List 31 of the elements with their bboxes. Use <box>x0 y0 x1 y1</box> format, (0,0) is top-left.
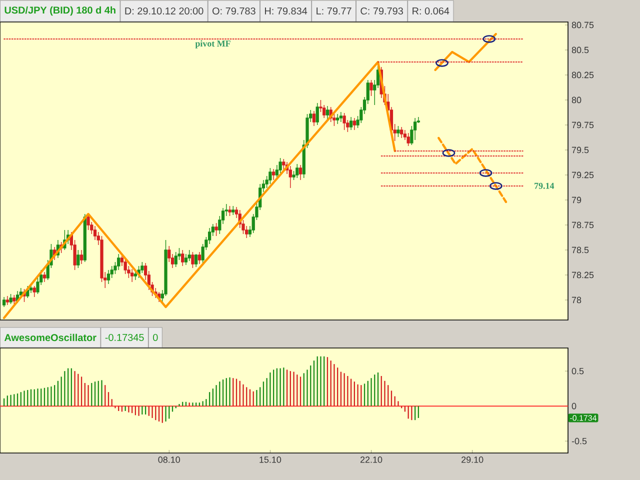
x-tick-label: 22.10 <box>360 456 382 463</box>
text: H: 79.834 <box>265 7 308 15</box>
y-tick-label: 80.5 <box>572 46 589 54</box>
chart-title: USD/JPY (BID) 180 d 4h <box>4 6 116 16</box>
y-tick-label: 78.75 <box>572 222 594 228</box>
text: 0 <box>153 334 158 342</box>
y-tick-label: 0 <box>572 402 576 410</box>
y-tick-label: 79 <box>572 196 582 204</box>
annotation: pivot MF <box>195 40 230 48</box>
text: D: 29.10.12 20:00 <box>125 7 204 15</box>
y-tick-label: 78.25 <box>572 272 594 278</box>
text: O: 79.783 <box>212 7 256 15</box>
x-tick-label: 08.10 <box>158 456 180 463</box>
y-tick-label: 79.75 <box>572 122 594 128</box>
y-tick-label: 79.5 <box>572 146 589 154</box>
y-tick-label: 78 <box>572 296 582 304</box>
y-tick-label: 80 <box>572 96 582 104</box>
y-tick-label: 78.5 <box>572 246 589 254</box>
x-tick-label: 15.10 <box>260 456 282 463</box>
annotation: 79.14 <box>534 182 554 189</box>
text: -0.17345 <box>105 334 144 342</box>
text: R: 0.064 <box>412 7 450 15</box>
y-tick-label: 80.75 <box>572 22 594 28</box>
y-tick-label: -0.5 <box>572 438 587 444</box>
text: L: 79.77 <box>316 7 352 15</box>
y-tick-label: 0.5 <box>572 368 584 374</box>
y-tick-label: 79.25 <box>572 172 594 178</box>
x-tick-label: 29.10 <box>462 456 484 463</box>
text: C: 79.793 <box>360 7 403 15</box>
y-tick-label: 80.25 <box>572 72 594 78</box>
chart-title: AwesomeOscillator <box>4 334 96 342</box>
